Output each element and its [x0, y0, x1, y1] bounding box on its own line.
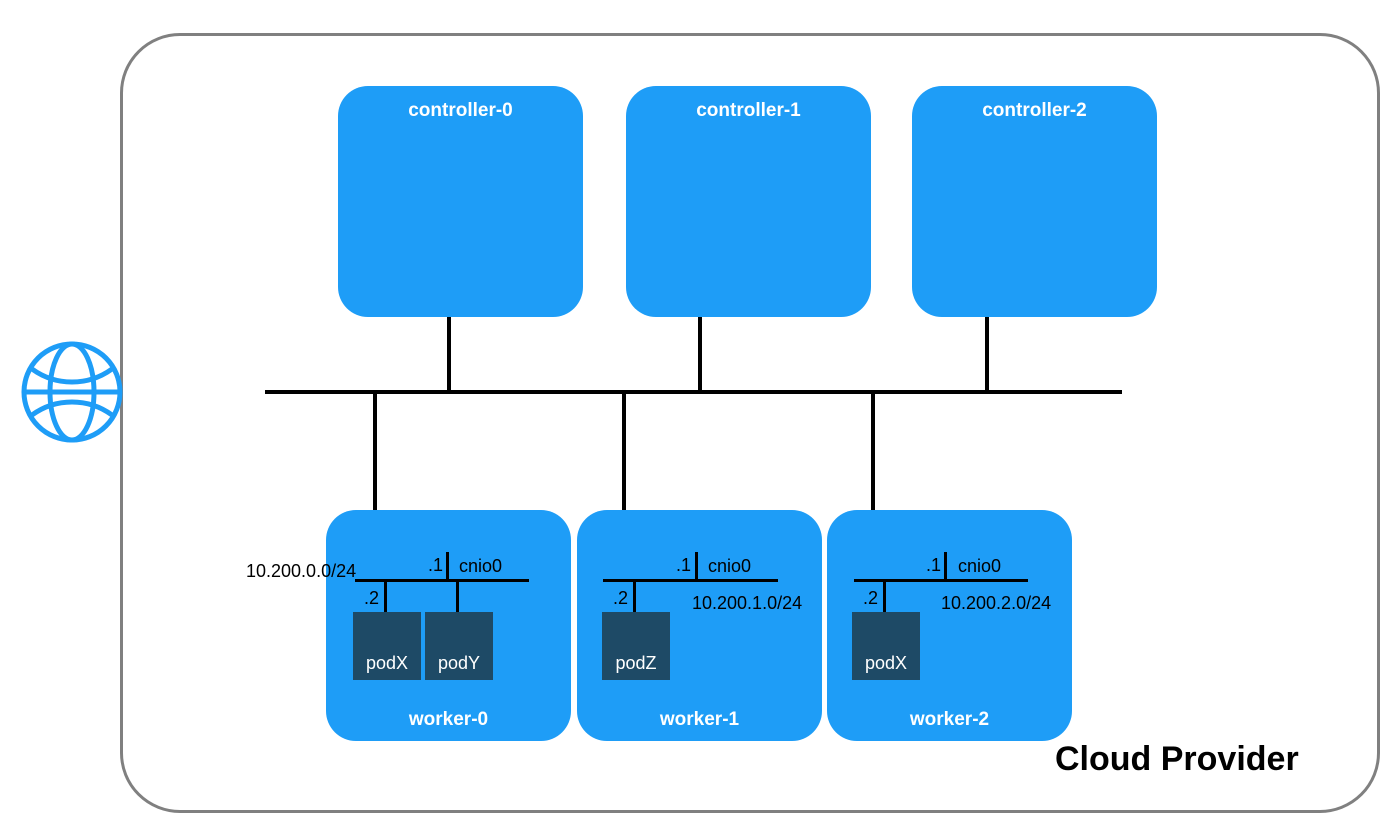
cidr-worker-0: 10.200.0.0/24 — [246, 561, 356, 582]
pod-label: podZ — [602, 653, 670, 674]
stem-controller-2 — [985, 317, 989, 392]
cidr-worker-1: 10.200.1.0/24 — [692, 593, 802, 614]
stem-controller-1 — [698, 317, 702, 392]
inner-up-worker-0 — [446, 552, 449, 580]
inner-bus-worker-2 — [854, 579, 1028, 582]
stem-worker-0 — [373, 392, 377, 510]
pod-stem-worker-0-0 — [384, 580, 387, 612]
cidr-worker-2: 10.200.2.0/24 — [941, 593, 1051, 614]
inner-up-worker-1 — [695, 552, 698, 580]
ip2-worker-2: .2 — [863, 588, 878, 609]
inner-bus-worker-1 — [603, 579, 778, 582]
cloud-provider-title: Cloud Provider — [1055, 740, 1299, 779]
ip1-worker-0: .1 — [428, 555, 443, 576]
iface-worker-2: cnio0 — [958, 556, 1001, 577]
network-bus — [265, 390, 1122, 394]
ip1-worker-1: .1 — [676, 555, 691, 576]
node-controller-0: controller-0 — [338, 86, 583, 317]
node-controller-2: controller-2 — [912, 86, 1157, 317]
iface-worker-0: cnio0 — [459, 556, 502, 577]
node-label: worker-2 — [827, 709, 1072, 731]
globe-icon — [17, 337, 127, 452]
ip2-worker-0: .2 — [364, 588, 379, 609]
pod-label: podX — [852, 653, 920, 674]
ip1-worker-2: .1 — [926, 555, 941, 576]
node-controller-1: controller-1 — [626, 86, 871, 317]
stem-worker-2 — [871, 392, 875, 510]
pod-label: podY — [425, 653, 493, 674]
pod-stem-worker-0-1 — [456, 580, 459, 612]
pod-worker-1-podZ: podZ — [602, 612, 670, 680]
node-label: controller-1 — [626, 100, 871, 122]
inner-up-worker-2 — [944, 552, 947, 580]
pod-label: podX — [353, 653, 421, 674]
node-label: worker-1 — [577, 709, 822, 731]
node-label: worker-0 — [326, 709, 571, 731]
node-label: controller-0 — [338, 100, 583, 122]
diagram-stage: Cloud Provider controller-0 controller-1 c… — [0, 0, 1400, 838]
pod-stem-worker-1-0 — [633, 580, 636, 612]
pod-worker-2-podX: podX — [852, 612, 920, 680]
iface-worker-1: cnio0 — [708, 556, 751, 577]
node-label: controller-2 — [912, 100, 1157, 122]
stem-worker-1 — [622, 392, 626, 510]
pod-worker-0-podY: podY — [425, 612, 493, 680]
stem-controller-0 — [447, 317, 451, 392]
ip2-worker-1: .2 — [613, 588, 628, 609]
inner-bus-worker-0 — [355, 579, 529, 582]
pod-worker-0-podX: podX — [353, 612, 421, 680]
pod-stem-worker-2-0 — [883, 580, 886, 612]
